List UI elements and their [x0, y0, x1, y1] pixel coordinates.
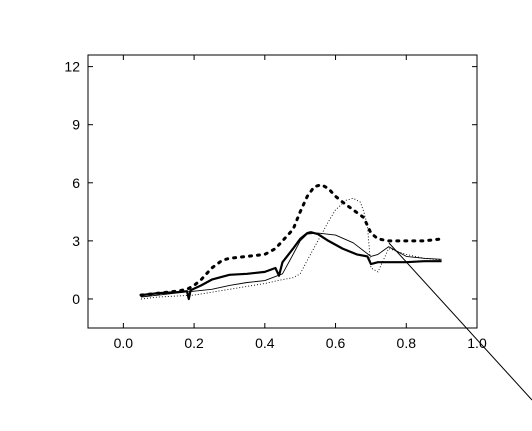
x-tick-label: 1.0: [467, 335, 487, 351]
y-tick-label: 0: [72, 291, 80, 307]
diagonal-stray-line: [388, 242, 532, 401]
y-tick-label: 9: [72, 117, 80, 133]
series-line-1: [139, 183, 444, 297]
x-tick-label: 0.2: [184, 335, 204, 351]
y-tick-label: 3: [72, 233, 80, 249]
series-line-2: [140, 231, 442, 301]
x-tick-label: 0.6: [326, 335, 346, 351]
y-tick-label: 12: [64, 59, 80, 75]
x-tick-label: 0.8: [397, 335, 417, 351]
x-tick-label: 0.0: [114, 335, 134, 351]
series-line-3: [140, 232, 442, 298]
series-layer: [139, 183, 444, 301]
tick-layer: 0.0 0.2 0.4 0.6 0.8 1.0 0 3 6 9 12: [64, 55, 487, 351]
x-tick-label: 0.4: [255, 335, 275, 351]
y-tick-label: 6: [72, 175, 80, 191]
series-line-4: [140, 197, 442, 300]
plot-frame: [87, 54, 478, 329]
